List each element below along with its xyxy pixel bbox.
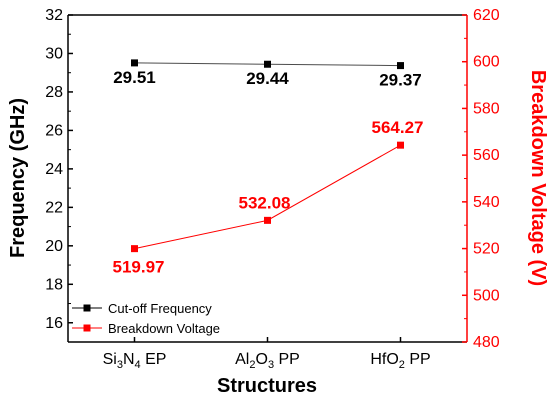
right-y-axis: 480 500 520 540 560 580 600 620 (462, 7, 500, 351)
left-tick-label: 16 (45, 315, 63, 332)
right-tick-label: 540 (473, 194, 500, 211)
right-tick-label: 620 (473, 7, 500, 24)
frequency-point (264, 60, 271, 68)
legend-marker (83, 324, 91, 332)
voltage-data-label: 564.27 (372, 118, 424, 137)
voltage-data-label: 519.97 (113, 258, 165, 277)
right-tick-label: 600 (473, 54, 500, 71)
frequency-point (131, 59, 138, 67)
frequency-data-label: 29.37 (379, 71, 422, 90)
left-y-axis-title: Frequency (GHz) (7, 98, 29, 258)
right-tick-label: 580 (473, 100, 500, 117)
frequency-data-label: 29.44 (246, 69, 289, 88)
right-tick-label: 520 (473, 241, 500, 258)
right-tick-label: 500 (473, 287, 500, 304)
legend-label: Breakdown Voltage (108, 321, 220, 336)
left-tick-label: 26 (45, 122, 63, 139)
x-tick-label: HfO2 PP (370, 351, 430, 371)
left-tick-label: 20 (45, 238, 63, 255)
legend: Cut-off Frequency Breakdown Voltage (72, 301, 220, 336)
x-tick-label: Si3N4 EP (103, 351, 167, 371)
x-tick-label: Al2O3 PP (235, 351, 300, 371)
right-tick-label: 480 (473, 334, 500, 351)
voltage-point (131, 245, 138, 253)
left-y-axis: 16 18 20 22 24 26 28 30 32 (45, 7, 73, 343)
right-y-axis-title: Breakdown Voltage (V) (527, 70, 549, 286)
left-tick-label: 24 (45, 161, 63, 178)
left-tick-label: 22 (45, 199, 63, 216)
voltage-data-label: 532.08 (239, 193, 291, 212)
left-tick-label: 32 (45, 7, 63, 24)
voltage-point (264, 216, 271, 224)
series-layer (131, 59, 404, 253)
left-tick-label: 18 (45, 276, 63, 293)
legend-label: Cut-off Frequency (108, 301, 212, 316)
x-axis-title: Structures (217, 375, 317, 397)
x-axis: Si3N4 EP Al2O3 PP HfO2 PP (103, 337, 431, 371)
data-labels: 29.51 29.44 29.37 519.97 532.08 564.27 (113, 68, 424, 277)
left-tick-label: 30 (45, 45, 63, 62)
frequency-data-label: 29.51 (113, 68, 156, 87)
right-tick-label: 560 (473, 147, 500, 164)
legend-marker (83, 304, 91, 312)
left-tick-label: 28 (45, 84, 63, 101)
voltage-point (397, 141, 404, 149)
frequency-point (397, 62, 404, 70)
